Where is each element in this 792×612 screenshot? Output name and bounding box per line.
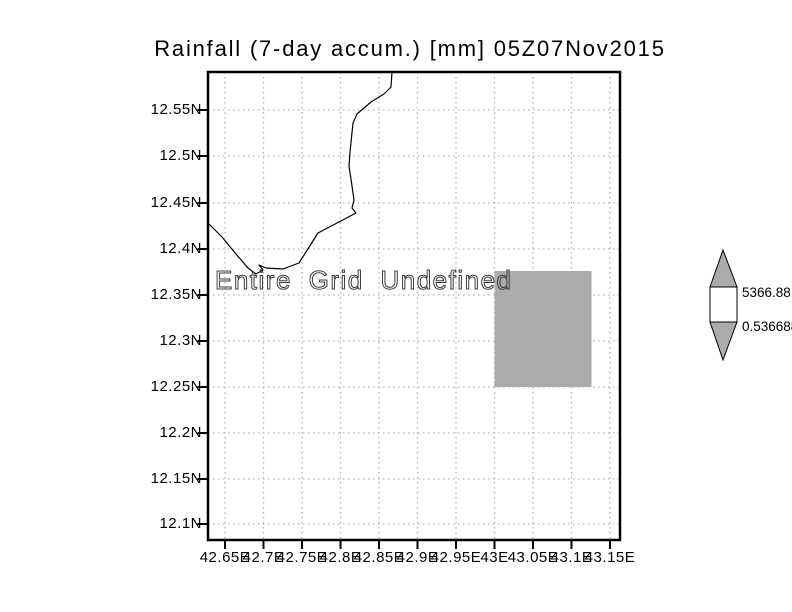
coastline-path — [207, 71, 393, 275]
colorbar-upper-arrow — [709, 248, 738, 288]
y-axis-label: 12.5N — [159, 147, 202, 164]
x-axis-label: 42.95E — [430, 549, 482, 566]
y-axis-label: 12.1N — [159, 515, 202, 532]
x-axis-label: 43E — [480, 549, 509, 566]
bottom-axis-ticks — [224, 540, 611, 549]
x-axis-label: 42.65E — [199, 549, 251, 566]
plot-title: Rainfall (7-day accum.) [mm] 05Z07Nov201… — [154, 36, 666, 61]
x-axis-label: 42.7E — [242, 549, 285, 566]
x-axis-label: 42.85E — [353, 549, 405, 566]
colorbar-box — [709, 286, 738, 323]
plot-border — [206, 70, 622, 542]
x-axis-label: 43.1E — [550, 549, 593, 566]
y-axis-label: 12.4N — [159, 240, 202, 257]
y-axis-label: 12.2N — [159, 424, 202, 441]
x-axis-label: 42.8E — [319, 549, 362, 566]
left-axis-ticks — [197, 109, 207, 525]
latitude-gridlines — [208, 109, 620, 525]
y-axis-label: 12.35N — [150, 286, 202, 303]
y-axis-label: 12.45N — [150, 194, 202, 211]
map-plot: Entire Grid Undefined — [197, 70, 622, 549]
x-axis-label: 43.15E — [584, 549, 636, 566]
colorbar-lower-arrow — [709, 321, 738, 362]
colorbar-max-label: 5366.88 — [742, 285, 791, 300]
longitude-gridlines — [224, 72, 611, 540]
x-axis-label: 42.75E — [276, 549, 328, 566]
colorbar-min-label: 0.536688 — [742, 319, 792, 334]
x-axis-label: 43.05E — [507, 549, 559, 566]
x-axis-label: 42.9E — [396, 549, 439, 566]
y-axis-label: 12.55N — [150, 101, 202, 118]
undefined-annotation: Entire Grid Undefined — [215, 265, 513, 295]
colorbar: 5366.88 0.536688 — [709, 248, 792, 362]
y-axis-label: 12.15N — [150, 470, 202, 487]
y-axis-label: 12.25N — [150, 378, 202, 395]
y-axis-label: 12.3N — [159, 332, 202, 349]
undefined-region-shade — [494, 271, 592, 387]
